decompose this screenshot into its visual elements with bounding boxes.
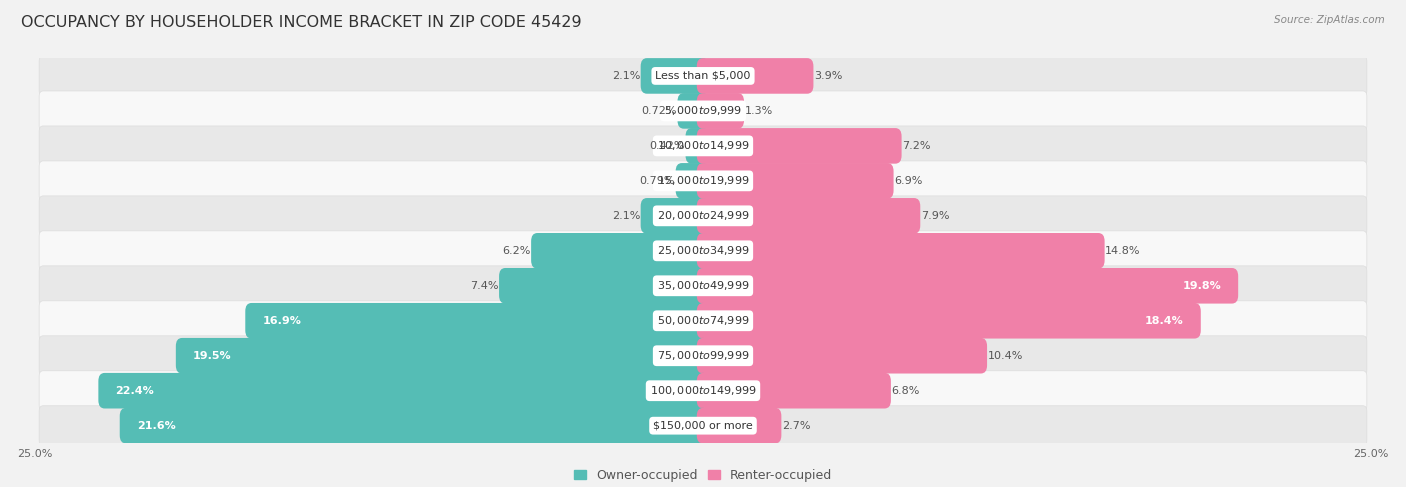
Text: $20,000 to $24,999: $20,000 to $24,999 (657, 209, 749, 223)
FancyBboxPatch shape (697, 198, 921, 234)
Text: 16.9%: 16.9% (262, 316, 301, 326)
Text: $25,000 to $34,999: $25,000 to $34,999 (657, 244, 749, 257)
Legend: Owner-occupied, Renter-occupied: Owner-occupied, Renter-occupied (568, 464, 838, 487)
FancyBboxPatch shape (697, 58, 814, 94)
FancyBboxPatch shape (39, 126, 1367, 166)
FancyBboxPatch shape (39, 56, 1367, 96)
Text: 0.72%: 0.72% (641, 106, 678, 116)
Text: 2.7%: 2.7% (782, 421, 810, 431)
FancyBboxPatch shape (176, 338, 709, 374)
Text: Source: ZipAtlas.com: Source: ZipAtlas.com (1274, 15, 1385, 25)
FancyBboxPatch shape (697, 128, 901, 164)
FancyBboxPatch shape (39, 196, 1367, 236)
Text: 19.8%: 19.8% (1182, 281, 1222, 291)
FancyBboxPatch shape (39, 371, 1367, 411)
Text: $15,000 to $19,999: $15,000 to $19,999 (657, 174, 749, 187)
Text: $10,000 to $14,999: $10,000 to $14,999 (657, 139, 749, 152)
FancyBboxPatch shape (39, 266, 1367, 306)
FancyBboxPatch shape (39, 91, 1367, 131)
FancyBboxPatch shape (39, 336, 1367, 375)
Text: 7.2%: 7.2% (903, 141, 931, 151)
FancyBboxPatch shape (39, 301, 1367, 341)
FancyBboxPatch shape (686, 128, 709, 164)
FancyBboxPatch shape (98, 373, 709, 409)
FancyBboxPatch shape (697, 408, 782, 444)
Text: 18.4%: 18.4% (1144, 316, 1184, 326)
FancyBboxPatch shape (499, 268, 709, 303)
FancyBboxPatch shape (39, 161, 1367, 201)
FancyBboxPatch shape (678, 93, 709, 129)
Text: Less than $5,000: Less than $5,000 (655, 71, 751, 81)
FancyBboxPatch shape (531, 233, 709, 269)
Text: 10.4%: 10.4% (987, 351, 1024, 361)
Text: $75,000 to $99,999: $75,000 to $99,999 (657, 349, 749, 362)
FancyBboxPatch shape (697, 303, 1201, 338)
Text: 1.3%: 1.3% (744, 106, 773, 116)
Text: 0.42%: 0.42% (650, 141, 685, 151)
FancyBboxPatch shape (697, 163, 894, 199)
FancyBboxPatch shape (641, 58, 709, 94)
FancyBboxPatch shape (697, 268, 1239, 303)
Text: 14.8%: 14.8% (1105, 246, 1140, 256)
Text: $100,000 to $149,999: $100,000 to $149,999 (650, 384, 756, 397)
Text: OCCUPANCY BY HOUSEHOLDER INCOME BRACKET IN ZIP CODE 45429: OCCUPANCY BY HOUSEHOLDER INCOME BRACKET … (21, 15, 582, 30)
Text: $5,000 to $9,999: $5,000 to $9,999 (664, 104, 742, 117)
FancyBboxPatch shape (39, 231, 1367, 271)
FancyBboxPatch shape (697, 93, 744, 129)
Text: 3.9%: 3.9% (814, 71, 842, 81)
FancyBboxPatch shape (697, 233, 1105, 269)
Text: 21.6%: 21.6% (136, 421, 176, 431)
Text: $35,000 to $49,999: $35,000 to $49,999 (657, 279, 749, 292)
Text: 2.1%: 2.1% (612, 211, 640, 221)
Text: 6.8%: 6.8% (891, 386, 920, 396)
Text: 7.9%: 7.9% (921, 211, 949, 221)
FancyBboxPatch shape (676, 163, 709, 199)
Text: 2.1%: 2.1% (612, 71, 640, 81)
Text: 7.4%: 7.4% (470, 281, 499, 291)
Text: 6.9%: 6.9% (894, 176, 922, 186)
Text: 6.2%: 6.2% (502, 246, 530, 256)
Text: 19.5%: 19.5% (193, 351, 232, 361)
Text: 0.79%: 0.79% (640, 176, 675, 186)
FancyBboxPatch shape (39, 406, 1367, 446)
FancyBboxPatch shape (697, 373, 891, 409)
FancyBboxPatch shape (641, 198, 709, 234)
Text: $50,000 to $74,999: $50,000 to $74,999 (657, 314, 749, 327)
FancyBboxPatch shape (245, 303, 709, 338)
Text: $150,000 or more: $150,000 or more (654, 421, 752, 431)
Text: 22.4%: 22.4% (115, 386, 155, 396)
FancyBboxPatch shape (697, 338, 987, 374)
FancyBboxPatch shape (120, 408, 709, 444)
